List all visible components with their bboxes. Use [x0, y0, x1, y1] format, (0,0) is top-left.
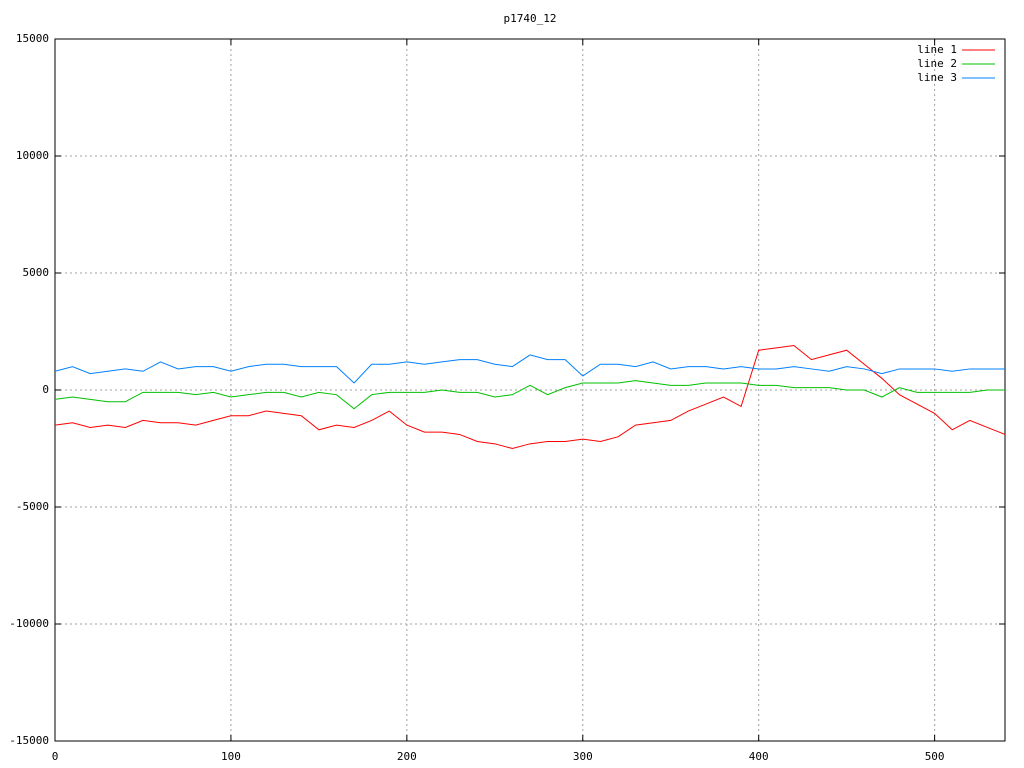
y-tick-label: -5000	[16, 500, 49, 513]
legend-label: line 2	[917, 57, 957, 70]
y-tick-label: 0	[42, 383, 49, 396]
x-tick-label: 400	[749, 750, 769, 763]
y-tick-label: 5000	[23, 266, 50, 279]
legend-label: line 1	[917, 43, 957, 56]
legend-label: line 3	[917, 71, 957, 84]
y-tick-label: 10000	[16, 149, 49, 162]
x-tick-label: 0	[52, 750, 59, 763]
x-tick-label: 200	[397, 750, 417, 763]
data-line	[54, 380, 1005, 410]
x-tick-label: 300	[573, 750, 593, 763]
data-line	[54, 345, 1006, 450]
chart-title: p1740_12	[504, 12, 557, 25]
y-tick-label: -10000	[9, 617, 49, 630]
y-tick-label: -15000	[9, 734, 49, 747]
data-line	[54, 354, 1005, 384]
x-tick-label: 100	[221, 750, 241, 763]
y-tick-label: 15000	[16, 32, 49, 45]
x-tick-label: 500	[925, 750, 945, 763]
